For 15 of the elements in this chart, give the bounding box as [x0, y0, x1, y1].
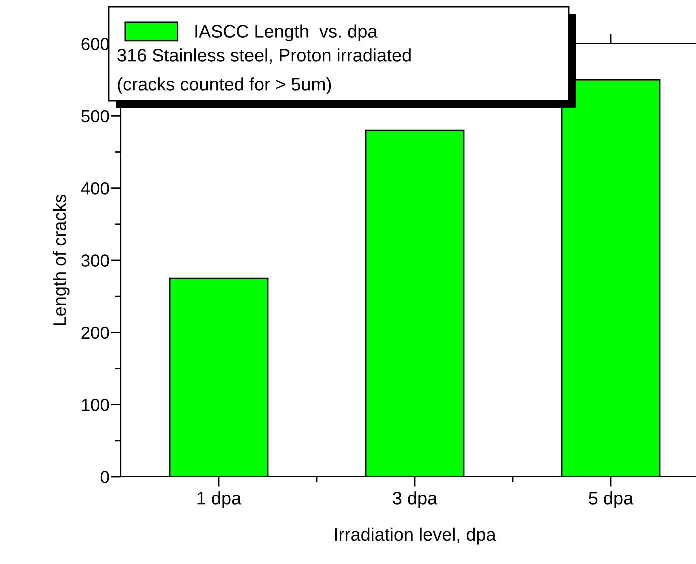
x-tick-label: 3 dpa	[393, 492, 438, 508]
annotation: 316 Stainless steel, Proton irradiated	[118, 48, 411, 64]
legend-label: IASCC Length vs. dpa	[196, 24, 378, 42]
y-tick-label: 200	[82, 326, 110, 340]
y-tick-label: 400	[81, 182, 110, 195]
x-axis-title: Irradiation level, dpa	[335, 528, 496, 545]
y-tick-label: 600	[82, 38, 110, 50]
x-tick-label: 5 dpa	[589, 492, 634, 508]
y-tick-label: 300	[82, 254, 110, 267]
y-tick-label: 100	[82, 399, 110, 412]
y-tick-label: 0	[100, 471, 110, 484]
annotation: (cracks counted for > 5um)	[118, 78, 332, 94]
x-tick-label: 1 dpa	[198, 492, 242, 508]
y-tick-label: 500	[82, 110, 110, 123]
y-axis-title: Length of cracks	[52, 194, 70, 326]
